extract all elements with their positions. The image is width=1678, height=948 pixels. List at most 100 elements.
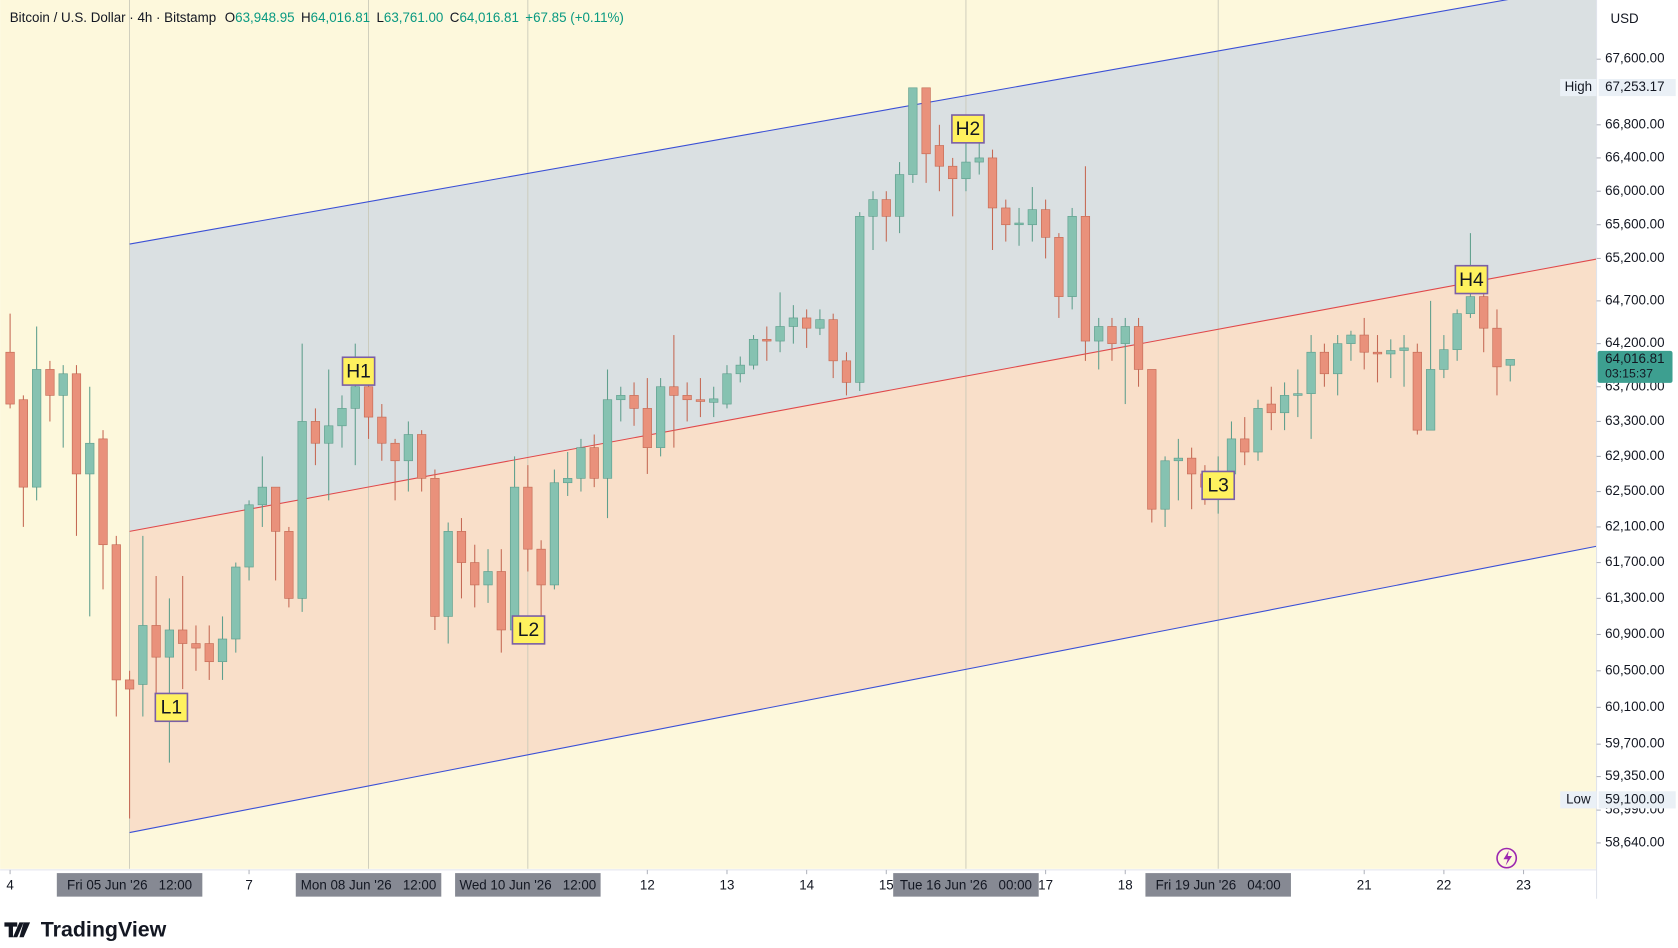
y-tick-label: 60,900.00 [1605, 626, 1664, 641]
y-tick-label: 63,300.00 [1605, 413, 1664, 428]
extreme-value: 67,253.17 [1605, 79, 1664, 94]
change: +67.85 (+0.11%) [525, 10, 624, 25]
candle-body [1080, 216, 1091, 342]
candle-body [284, 531, 294, 599]
channel-line [129, 545, 1597, 834]
y-tick-label: 61,700.00 [1605, 554, 1664, 569]
candle-body [1054, 237, 1064, 297]
y-tick-label: 64,200.00 [1605, 335, 1664, 350]
x-tick-label: 15 [879, 877, 894, 892]
pivot-label-box [1454, 264, 1489, 295]
x-tick-label: Fri 05 Jun '26 12:00 [67, 877, 192, 892]
candle-body [563, 478, 573, 484]
x-tick-label: 12 [640, 877, 655, 892]
pivot-label-box [154, 692, 189, 723]
candle-body [828, 319, 838, 362]
x-tick-label: 21 [1357, 877, 1372, 892]
candle-body [1094, 326, 1104, 342]
candle-body [164, 629, 175, 658]
candle-body [1319, 351, 1329, 375]
candle-body [1107, 326, 1117, 344]
candle-body [151, 625, 161, 658]
assistant-icon[interactable] [1496, 847, 1518, 869]
x-tick-label: Mon 08 Jun '26 12:00 [301, 877, 437, 892]
pivot-label: H4 [1459, 270, 1484, 291]
candle-body [1412, 351, 1422, 431]
x-tick-label: 4 [6, 877, 14, 892]
candle-body [709, 398, 719, 403]
candle-body [602, 399, 613, 479]
plot: L1 H1 L2 H2 L3 H4 [5, 0, 1597, 869]
candle-body [231, 566, 241, 640]
y-tick-label: 66,800.00 [1605, 116, 1664, 131]
candle-body [430, 478, 440, 617]
candle-body [417, 434, 427, 479]
ohlc-key: O [225, 10, 235, 25]
candle-body [682, 395, 692, 401]
candle-body [1452, 313, 1462, 350]
logo-icon [4, 922, 31, 938]
candle-body [1160, 460, 1170, 510]
candle-body [921, 87, 931, 155]
candle-body [1001, 207, 1011, 226]
y-tick-label: 58,640.00 [1605, 834, 1664, 849]
candle-body [45, 369, 55, 396]
symbol: Bitcoin / U.S. Dollar · 4h · Bitstamp [10, 10, 216, 25]
candle-body [881, 199, 891, 217]
x-tick-box [1145, 873, 1291, 897]
x-tick-box [56, 873, 203, 897]
candle-body [217, 638, 228, 663]
candle-body [1386, 350, 1396, 355]
assistant-icon-bolt[interactable] [1503, 850, 1513, 866]
candle-body [1173, 457, 1183, 462]
candle-body [1306, 351, 1316, 394]
x-tick-label: Fri 19 Jun '26 04:00 [1156, 877, 1281, 892]
y-tick-label: 60,100.00 [1605, 699, 1664, 714]
logo-text: TradingView [41, 918, 167, 942]
candle-body [1505, 359, 1515, 366]
candle-body [589, 447, 599, 479]
assistant-icon-ring[interactable] [1496, 847, 1518, 869]
extreme-value: 59,100.00 [1605, 791, 1664, 806]
candle-body [1014, 222, 1024, 226]
y-tick-label: 65,200.00 [1605, 250, 1664, 265]
candle-body [204, 643, 214, 663]
candle-body [1359, 334, 1369, 353]
pivot-label: L2 [518, 620, 539, 641]
candle-body [124, 679, 135, 690]
ohlc-value: 63,761.00 [384, 10, 443, 25]
countdown: 03:15:37 [1605, 367, 1653, 381]
candle-body [536, 548, 546, 586]
x-tick-label: 14 [799, 877, 814, 892]
extreme-label: Low [1566, 791, 1591, 806]
extreme-value-bg [1598, 78, 1676, 97]
candle-body [1253, 408, 1263, 453]
y-tick-label: 67,600.00 [1605, 51, 1664, 66]
candle-body [974, 157, 984, 163]
y-tick-label: 66,400.00 [1605, 149, 1664, 164]
candle-body [908, 87, 918, 175]
candle-body [1133, 326, 1144, 370]
extreme-tag [1560, 78, 1597, 97]
candle-body [841, 360, 852, 383]
candle-body [1240, 438, 1250, 453]
last-price: 64,016.81 [1605, 351, 1664, 366]
candle-body [948, 165, 958, 180]
candle-body [815, 319, 825, 329]
pivot-label-box [951, 114, 985, 144]
candle-body [961, 161, 971, 180]
candle-body [549, 482, 560, 586]
candle-body [1333, 343, 1343, 375]
candle-body [403, 434, 413, 462]
candle-body [576, 447, 586, 479]
candle-body [1425, 369, 1436, 431]
ohlc-value: 64,016.81 [459, 10, 518, 25]
ohlc-value: 63,948.95 [235, 10, 294, 25]
candle-body [1372, 351, 1383, 355]
candle-body [656, 386, 666, 448]
y-tick-label: 62,900.00 [1605, 448, 1664, 463]
candle-body [1120, 326, 1130, 344]
candle-body [244, 504, 254, 568]
candle-body [1067, 216, 1077, 297]
